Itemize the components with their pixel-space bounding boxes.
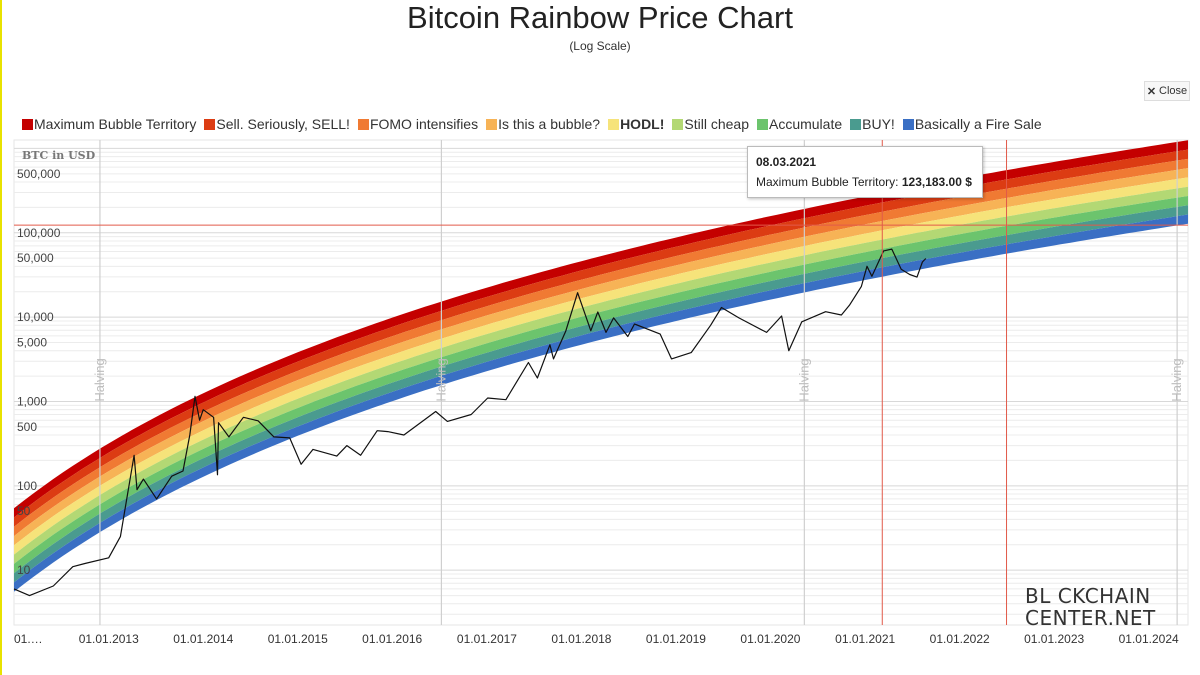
legend-item-fomo-intensifies[interactable]: FOMO intensifies <box>357 116 479 132</box>
price-tooltip: 08.03.2021 Maximum Bubble Territory: 123… <box>747 146 983 198</box>
legend-label: Sell. Seriously, SELL! <box>216 116 350 132</box>
halving-labels: Halving Halving Halving Halving <box>92 358 1184 401</box>
blockchaincenter-logo: BL CKCHAIN CENTER.NET <box>1025 585 1156 629</box>
x-tick-label: 01.01.2020 <box>740 632 800 646</box>
close-label: Close <box>1159 85 1188 97</box>
legend-swatch <box>850 118 862 130</box>
y-tick-label: 500,000 <box>17 167 61 181</box>
close-button[interactable]: ✕ Close <box>1144 81 1190 101</box>
btc-price-line <box>13 248 927 597</box>
y-tick-label: 1,000 <box>17 394 47 408</box>
legend-item-basically-a-fire-sale[interactable]: Basically a Fire Sale <box>902 116 1042 132</box>
legend-label: FOMO intensifies <box>369 116 479 132</box>
legend-swatch <box>357 118 369 130</box>
legend-label: Still cheap <box>684 116 749 132</box>
legend-item-maximum-bubble-territory[interactable]: Maximum Bubble Territory <box>22 116 196 132</box>
y-axis-title: BTC in USD <box>22 149 96 162</box>
legend-item-buy[interactable]: BUY! <box>850 116 895 132</box>
x-tick-label: 01.01.2017 <box>457 632 517 646</box>
x-tick-label: 01.01.2014 <box>173 632 233 646</box>
legend-label: Maximum Bubble Territory <box>34 116 197 132</box>
legend-label: BUY! <box>862 116 895 132</box>
halving-lines <box>99 140 1178 625</box>
y-tick-label: 100,000 <box>17 226 61 240</box>
legend-item-hodl[interactable]: HODL! <box>608 116 664 132</box>
legend-item-still-cheap[interactable]: Still cheap <box>672 116 749 132</box>
brand-line-2: CENTER.NET <box>1025 606 1156 630</box>
x-tick-label: 01.01.2024 <box>1119 632 1179 646</box>
close-icon: ✕ <box>1146 85 1157 98</box>
legend-swatch <box>902 118 914 130</box>
legend-label: HODL! <box>620 116 665 132</box>
x-tick-label: 01.01.2013 <box>79 632 139 646</box>
tooltip-label: Maximum Bubble Territory: <box>756 175 899 189</box>
price-series <box>13 248 927 597</box>
legend-item-is-this-a-bubble[interactable]: Is this a bubble? <box>486 116 600 132</box>
legend-label: Basically a Fire Sale <box>914 116 1042 132</box>
halving-label: Halving <box>1169 358 1184 401</box>
legend-swatch <box>672 118 684 130</box>
legend-label: Accumulate <box>768 116 843 132</box>
legend-item-sell-seriously-sell[interactable]: Sell. Seriously, SELL! <box>204 116 350 132</box>
x-tick-label: 01.01.2019 <box>646 632 706 646</box>
y-tick-label: 100 <box>17 479 37 493</box>
x-tick-label: 01.01.2023 <box>1024 632 1084 646</box>
halving-label: Halving <box>433 358 448 401</box>
x-tick-label: 01.… <box>14 632 43 646</box>
y-tick-label: 5,000 <box>17 336 47 350</box>
left-edge-strip <box>0 0 2 675</box>
legend-swatch <box>22 118 33 130</box>
tooltip-value: 123,183.00 $ <box>901 175 972 189</box>
chart-subtitle: (Log Scale) <box>569 39 631 53</box>
chart-title: Bitcoin Rainbow Price Chart <box>407 0 793 35</box>
tooltip-value-line: Maximum Bubble Territory: 123,183.00 $ <box>756 175 972 189</box>
x-tick-label: 01.01.2022 <box>930 632 990 646</box>
tooltip-crosshair <box>14 140 1188 625</box>
x-tick-label: 01.01.2018 <box>551 632 611 646</box>
legend-item-accumulate[interactable]: Accumulate <box>756 116 843 132</box>
legend: Maximum Bubble Territory Sell. Seriously,… <box>22 115 1050 133</box>
x-axis: 01.… 01.01.2013 01.01.2014 01.01.2015 01.01.… <box>14 632 1179 646</box>
y-tick-label: 10 <box>17 563 31 577</box>
legend-swatch <box>756 118 768 130</box>
y-axis: 500,000 100,000 50,000 10,000 5,000 1,000 500 1… <box>17 149 96 577</box>
halving-label: Halving <box>796 358 811 401</box>
x-tick-label: 01.01.2021 <box>835 632 895 646</box>
y-tick-label: 500 <box>17 420 37 434</box>
legend-swatch <box>608 118 620 130</box>
x-tick-label: 01.01.2015 <box>268 632 328 646</box>
y-tick-label: 50,000 <box>17 251 54 265</box>
x-tick-label: 01.01.2016 <box>362 632 422 646</box>
brand-line-1: BL CKCHAIN <box>1025 584 1151 608</box>
y-tick-label: 50 <box>17 504 31 518</box>
legend-swatch <box>486 118 498 130</box>
halving-label: Halving <box>92 358 107 401</box>
legend-swatch <box>204 118 216 130</box>
y-tick-label: 10,000 <box>17 310 54 324</box>
tooltip-date: 08.03.2021 <box>756 155 817 169</box>
legend-label: Is this a bubble? <box>498 116 601 132</box>
